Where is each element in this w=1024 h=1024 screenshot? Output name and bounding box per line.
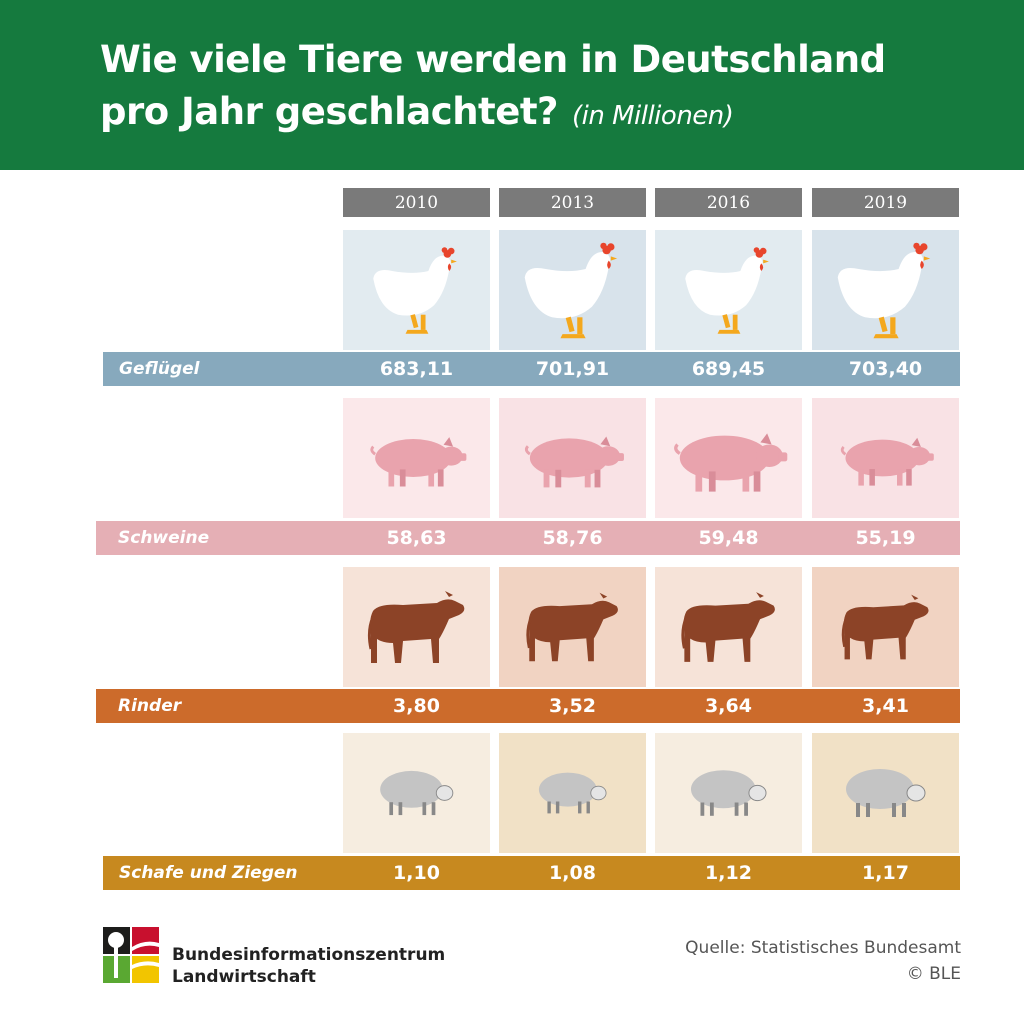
source-note: Quelle: Statistisches Bundesamt © BLE (685, 935, 961, 987)
chicken-icon (524, 242, 618, 339)
pig-icon (524, 436, 624, 488)
tile-rinder-2013 (499, 567, 646, 687)
value-rinder-2019: 3,41 (862, 695, 909, 717)
title-line-2: pro Jahr geschlachtet? (in Millionen) (100, 86, 886, 142)
chicken-icon (373, 247, 457, 334)
header-banner: Wie viele Tiere werden in Deutschland pr… (0, 0, 1024, 170)
pig-icon (370, 437, 467, 487)
tile-schweine-2019 (812, 398, 959, 518)
org-line-1: Bundesinformationszentrum (172, 945, 446, 965)
value-gefluegel-2019: 703,40 (848, 358, 923, 380)
band-gefluegel: Geflügel 683,11 701,91 689,45 703,40 (103, 352, 960, 386)
value-gefluegel-2013: 701,91 (535, 358, 610, 380)
value-gefluegel-2016: 689,45 (691, 358, 766, 380)
ble-logo-icon (103, 927, 159, 983)
chicken-icon (685, 247, 769, 334)
cow-icon (367, 591, 465, 663)
tile-gefluegel-2016 (655, 230, 802, 350)
tile-rinder-2019 (812, 567, 959, 687)
copyright-text: © BLE (906, 964, 961, 984)
tile-schweine-2013 (499, 398, 646, 518)
org-line-2: Landwirtschaft (172, 967, 316, 987)
year-header-2016: 2016 (655, 188, 802, 217)
value-rinder-2016: 3,64 (705, 695, 752, 717)
value-schweine-2013: 58,76 (542, 527, 603, 549)
tile-schafe-2010 (343, 733, 490, 853)
value-rinder-2010: 3,80 (393, 695, 440, 717)
series-label-gefluegel: Geflügel (119, 359, 200, 379)
sheep-icon (846, 769, 926, 817)
cow-icon (681, 592, 775, 662)
tile-schweine-2016 (655, 398, 802, 518)
cow-icon (526, 592, 618, 662)
band-schweine: Schweine 58,63 58,76 59,48 55,19 (96, 521, 960, 555)
tile-schafe-2019 (812, 733, 959, 853)
org-name: Bundesinformationszentrum Landwirtschaft (172, 944, 445, 988)
tile-schafe-2016 (655, 733, 802, 853)
sheep-icon (690, 770, 767, 816)
value-schweine-2016: 59,48 (698, 527, 759, 549)
tile-gefluegel-2019 (812, 230, 959, 350)
tile-rinder-2016 (655, 567, 802, 687)
series-label-schafe-ziegen: Schafe und Ziegen (119, 863, 298, 883)
unit-label: (in Millionen) (571, 101, 734, 131)
tile-gefluegel-2013 (499, 230, 646, 350)
series-label-rinder: Rinder (118, 696, 182, 716)
series-label-schweine: Schweine (118, 528, 210, 548)
title-line-2-text: pro Jahr geschlachtet? (100, 90, 558, 133)
value-rinder-2013: 3,52 (549, 695, 596, 717)
pig-icon (840, 437, 934, 486)
pig-icon (674, 433, 788, 492)
cow-icon (841, 594, 929, 660)
tile-gefluegel-2010 (343, 230, 490, 350)
page-title: Wie viele Tiere werden in Deutschland pr… (100, 34, 886, 142)
value-gefluegel-2010: 683,11 (379, 358, 454, 380)
tile-schweine-2010 (343, 398, 490, 518)
chicken-icon (837, 242, 931, 339)
value-schafe-2013: 1,08 (549, 862, 596, 884)
value-schweine-2010: 58,63 (386, 527, 447, 549)
year-header-2019: 2019 (812, 188, 959, 217)
tile-schafe-2013 (499, 733, 646, 853)
band-rinder: Rinder 3,80 3,52 3,64 3,41 (96, 689, 960, 723)
year-header-2010: 2010 (343, 188, 490, 217)
sheep-icon (380, 770, 454, 816)
value-schafe-2010: 1,10 (393, 862, 440, 884)
value-schafe-2016: 1,12 (705, 862, 752, 884)
sheep-icon (538, 772, 607, 814)
band-schafe-ziegen: Schafe und Ziegen 1,10 1,08 1,12 1,17 (103, 856, 960, 890)
value-schweine-2019: 55,19 (855, 527, 916, 549)
source-text: Quelle: Statistisches Bundesamt (685, 938, 961, 958)
year-header-2013: 2013 (499, 188, 646, 217)
tile-rinder-2010 (343, 567, 490, 687)
value-schafe-2019: 1,17 (862, 862, 909, 884)
title-line-1: Wie viele Tiere werden in Deutschland (100, 38, 886, 81)
